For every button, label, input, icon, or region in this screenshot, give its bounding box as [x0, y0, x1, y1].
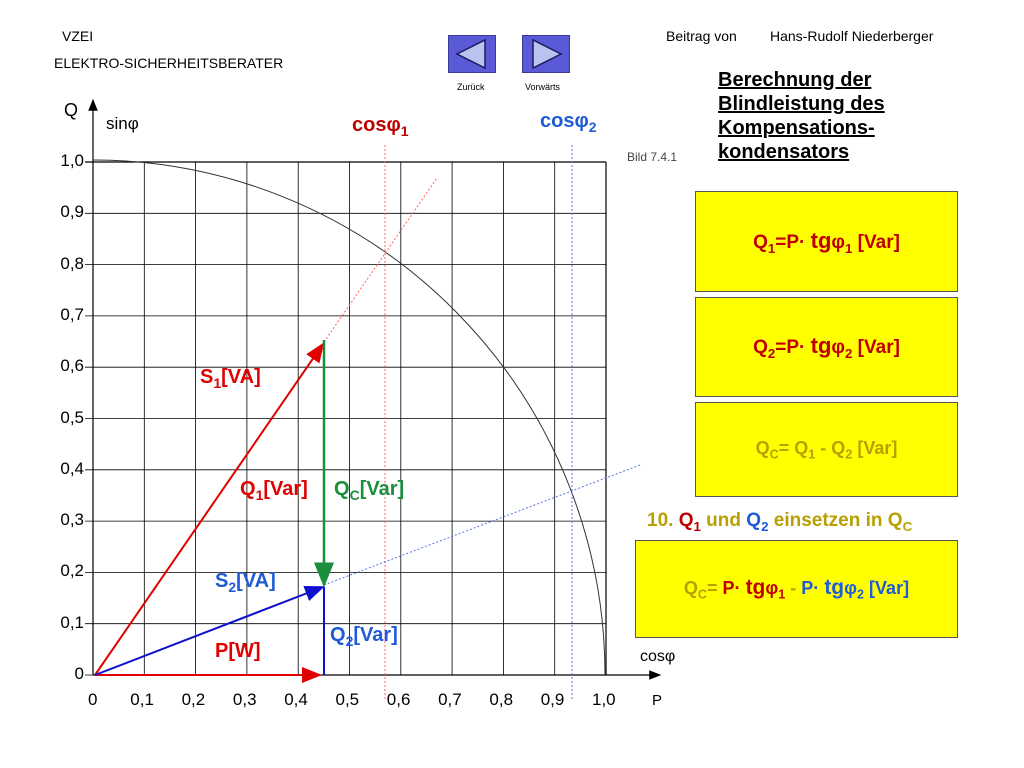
- s1-vector: [94, 342, 325, 676]
- back-label: Zurück: [457, 82, 485, 92]
- author-name: Hans-Rudolf Niederberger: [770, 28, 934, 44]
- y-tick-label: 0,7: [60, 304, 84, 324]
- y-axis-label: Q: [64, 100, 79, 120]
- y-tick-label: 0,4: [60, 458, 84, 478]
- x-tick-label: 0,5: [335, 690, 360, 709]
- y-tick-label: 0: [74, 664, 84, 683]
- x-tick-label: 1,0: [592, 690, 616, 709]
- author-prefix: Beitrag von: [666, 28, 737, 44]
- x-tick-label: 0,2: [181, 690, 206, 709]
- s2-vector: [94, 586, 325, 676]
- cos-phi1-label: cosφ1: [352, 114, 409, 139]
- s2-label: S2[VA]: [215, 570, 276, 595]
- org-subtitle: ELEKTRO-SICHERHEITSBERATER: [54, 55, 284, 71]
- figure-ref: Bild 7.4.1: [627, 150, 678, 164]
- x-tick-label: 0,9: [540, 690, 565, 709]
- qc-label: QC[Var]: [334, 478, 405, 503]
- cos-phi2-label: cosφ2: [540, 110, 597, 135]
- x-tick-label: 0,6: [386, 690, 411, 709]
- formula-qc-expanded-box: QC= P· tgφ1 - P· tgφ2 [Var]: [635, 540, 958, 638]
- x-tick-label: 0: [88, 690, 98, 709]
- title-line-4: kondensators: [718, 141, 850, 163]
- y-tick-label: 0,3: [60, 510, 84, 530]
- back-button[interactable]: [448, 35, 496, 73]
- title-line-1: Berechnung der: [718, 69, 872, 91]
- formula-qc-box: QC= Q1 - Q2 [Var]: [695, 402, 958, 497]
- grid: [85, 161, 607, 676]
- x-tick-label: 0,7: [438, 690, 462, 709]
- s1-extension: [323, 177, 438, 343]
- y-tick-label: 0,8: [60, 253, 84, 273]
- y-axis-sub-label: sinφ: [106, 114, 139, 133]
- y-tick-label: 1,0: [60, 151, 84, 170]
- title-line-2: Blindleistung des: [718, 93, 885, 115]
- s2-extension: [323, 464, 641, 586]
- title-line-3: Kompensations-: [718, 117, 875, 139]
- org-name: VZEI: [62, 28, 94, 44]
- arrow-left-icon: [455, 38, 486, 70]
- s1-label: S1[VA]: [200, 366, 261, 391]
- step-10-text: 10. Q1 und Q2 einsetzen in QC: [647, 510, 913, 534]
- y-tick-label: 0,1: [60, 612, 84, 632]
- y-tick-label: 0,6: [60, 356, 84, 376]
- forward-button[interactable]: [522, 35, 570, 73]
- q2-label: Q2[Var]: [330, 624, 398, 649]
- x-tick-label: 0,4: [284, 690, 308, 709]
- y-tick-label: 0,2: [60, 561, 84, 581]
- forward-label: Vorwärts: [525, 82, 561, 92]
- y-tick-label: 0,9: [60, 202, 84, 222]
- x-axis-label: P: [652, 692, 663, 709]
- x-axis-sub-label: cosφ: [640, 648, 676, 665]
- arrow-right-icon: [532, 38, 563, 70]
- x-tick-label: 0,8: [489, 690, 514, 709]
- x-tick-label: 0,1: [130, 690, 154, 709]
- formula-q2-box: Q2=P· tgφ2 [Var]: [695, 297, 958, 397]
- unit-circle-arc: [92, 159, 606, 676]
- page-title: Berechnung der Blindleistung des Kompens…: [718, 68, 885, 164]
- p-label: P[W]: [215, 640, 261, 662]
- q1-label: Q1[Var]: [240, 478, 308, 503]
- y-tick-label: 0,5: [60, 407, 84, 427]
- x-tick-label: 0,3: [232, 690, 257, 709]
- formula-q1-box: Q1=P· tgφ1 [Var]: [695, 191, 958, 292]
